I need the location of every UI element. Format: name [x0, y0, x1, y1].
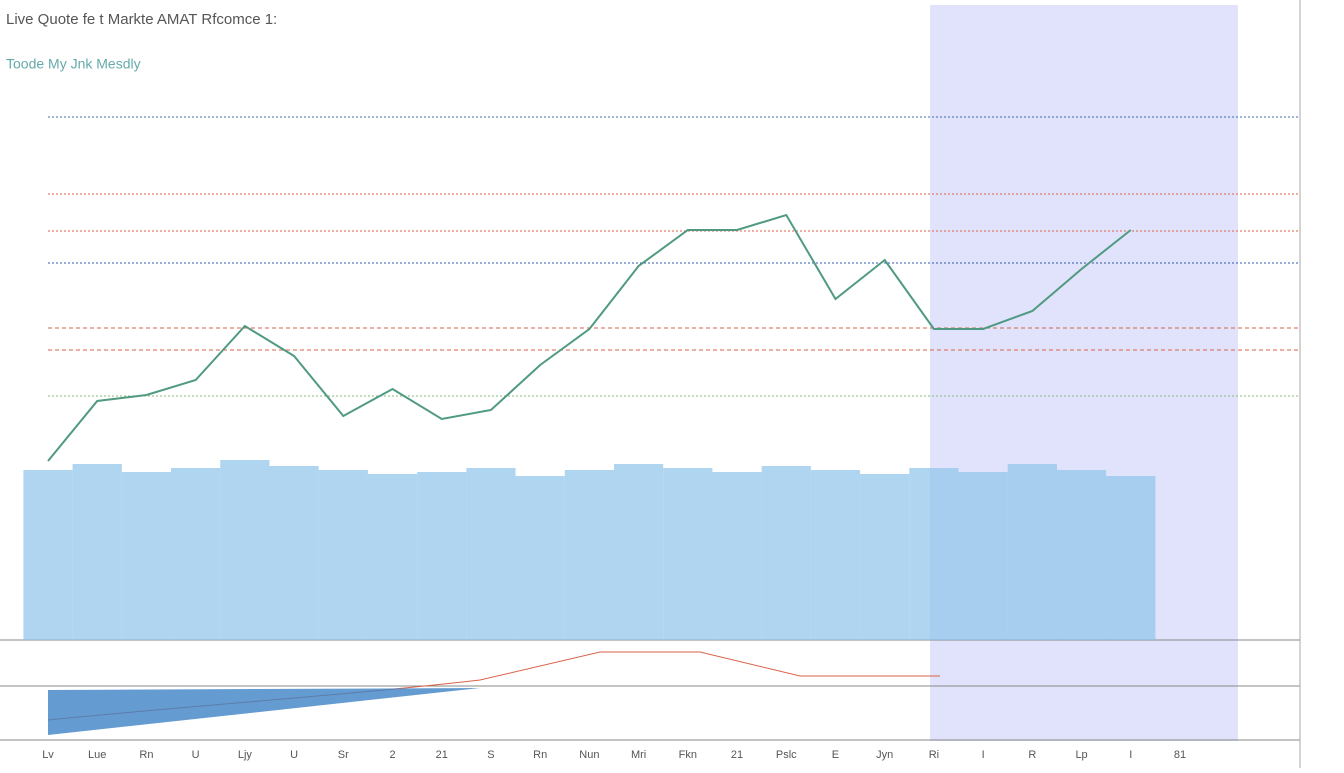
x-tick-label: Ri: [929, 749, 939, 761]
volume-bar: [417, 472, 467, 640]
volume-bar: [1056, 470, 1107, 640]
x-tick-label: Lv: [42, 749, 54, 761]
volume-bar: [909, 468, 959, 640]
volume-bar: [761, 466, 811, 640]
x-tick-label: Pslc: [776, 749, 797, 761]
volume-bar: [515, 476, 565, 640]
price-line: [47, 213, 1132, 462]
volume-bar: [171, 468, 221, 640]
x-tick-label: 81: [1174, 749, 1186, 761]
volume-bar: [1007, 464, 1057, 640]
volume-bar: [810, 470, 861, 640]
x-tick-label: Ljy: [238, 749, 253, 761]
volume-bar: [614, 464, 664, 640]
x-tick-label: U: [290, 749, 298, 761]
page-subtitle: Toode My Jnk Mesdly: [6, 56, 141, 72]
volume-bar: [72, 464, 122, 640]
x-tick-label: Mri: [631, 749, 646, 761]
indicator-area: [48, 688, 480, 735]
x-tick-label: Rn: [533, 749, 547, 761]
volume-bar: [466, 468, 516, 640]
volume-bar: [269, 466, 319, 640]
volume-bar: [958, 472, 1008, 640]
x-tick-label: Jyn: [876, 749, 893, 761]
x-tick-label: U: [192, 749, 200, 761]
volume-bar: [564, 470, 614, 640]
x-tick-label: I: [1129, 749, 1132, 761]
x-tick-label: Lue: [88, 749, 106, 761]
volume-bar: [712, 472, 762, 640]
volume-bar: [121, 472, 172, 640]
volume-bar: [318, 470, 368, 640]
volume-bar: [367, 474, 418, 640]
x-tick-label: Lp: [1075, 749, 1087, 761]
x-tick-label: 2: [389, 749, 395, 761]
volume-bar: [860, 474, 910, 640]
x-tick-label: R: [1028, 749, 1036, 761]
x-tick-label: E: [832, 749, 839, 761]
x-tick-label: 21: [436, 749, 448, 761]
volume-bar: [663, 468, 713, 640]
volume-bar: [1106, 476, 1156, 640]
x-tick-label: Fkn: [679, 749, 697, 761]
volume-bar: [220, 460, 270, 640]
volume-bar: [23, 470, 73, 640]
x-tick-label: Sr: [338, 749, 349, 761]
x-tick-label: 21: [731, 749, 743, 761]
x-tick-label: I: [982, 749, 985, 761]
x-tick-label: S: [487, 749, 494, 761]
x-tick-label: Rn: [139, 749, 153, 761]
page-title: Live Quote fe t Markte AMAT Rfcomce 1:: [6, 11, 277, 28]
x-tick-label: Nun: [579, 749, 599, 761]
